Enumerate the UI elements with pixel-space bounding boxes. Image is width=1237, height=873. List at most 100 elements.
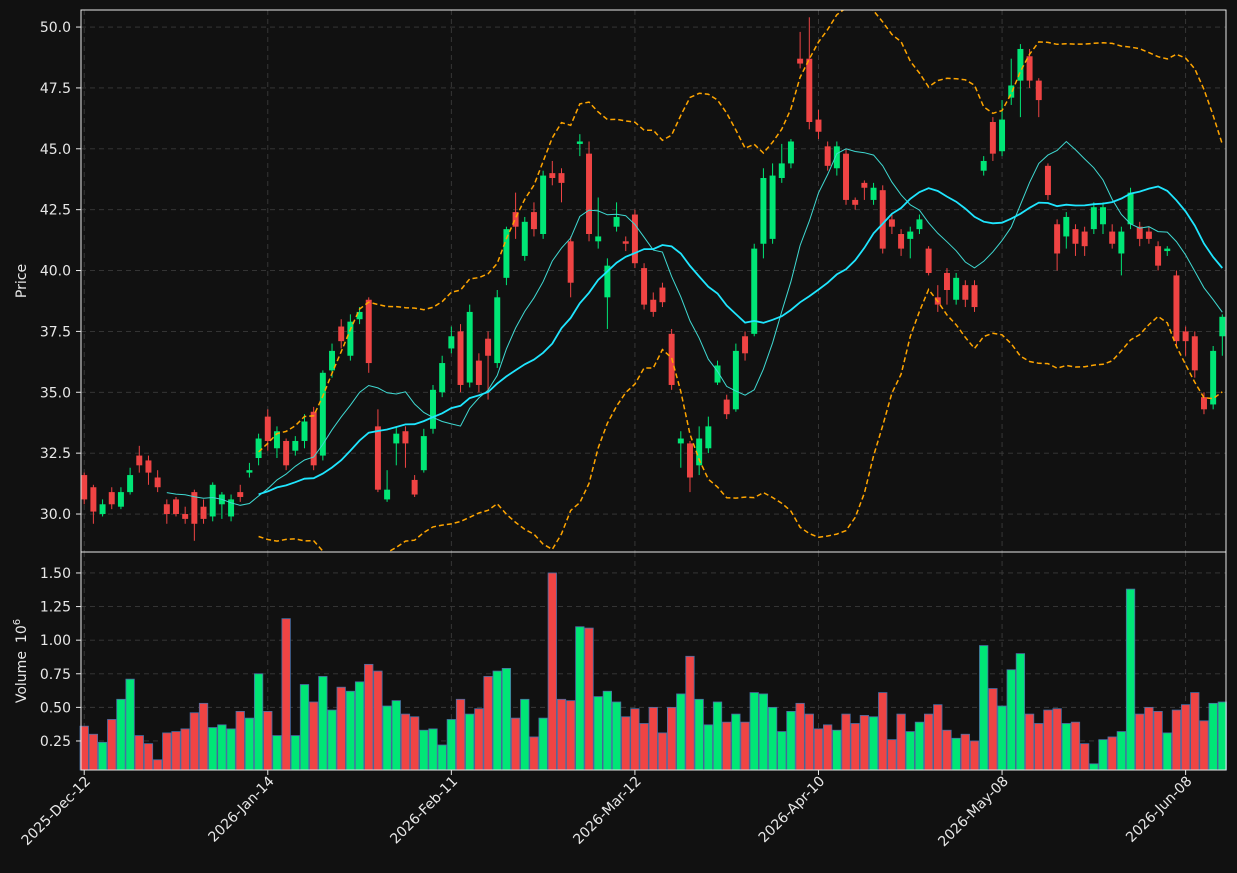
volume-bar [740,721,750,771]
volume-bar [1034,723,1044,771]
volume-bar [125,678,135,771]
candle-body [200,506,207,519]
candle-body [558,173,565,183]
volume-bar [290,735,300,771]
volume-bar [611,701,622,771]
volume-tick-label: 1.25 [40,600,71,616]
volume-bar [162,732,172,771]
candle-body [943,272,950,291]
volume-bar [657,732,668,771]
volume-bar [1080,743,1090,771]
price-axis-label: Price [14,264,30,298]
volume-bar [198,702,209,771]
volume-bar [685,655,695,771]
candle-body [457,331,464,385]
volume-bar [823,724,833,771]
candle-body [815,119,822,132]
volume-bar [694,698,704,771]
y-tick-label: 30.0 [40,507,71,523]
volume-bar [281,618,291,771]
volume-bar [180,728,190,771]
candle-body [989,122,996,154]
x-tick-label: 2026-Mar-12 [570,774,644,848]
x-tick-label: 2026-Jun-08 [1123,774,1195,846]
candle-body [439,363,446,393]
candle-body [228,499,235,517]
candle-body [163,504,170,515]
volume-bar [419,729,429,771]
volume-bar [501,667,512,771]
volume-bar [575,626,585,771]
candle-body [338,326,345,342]
candle-body [787,141,794,164]
candle-body [898,234,905,249]
volume-bar [923,713,934,771]
volume-bar [327,709,337,771]
volume-panel-frame [80,551,1227,771]
candle-body [182,514,189,519]
volume-bar [400,713,411,771]
candle-body [613,216,620,227]
candle-body [916,219,923,230]
volume-bar [410,716,420,771]
candle-body [264,416,271,441]
volume-bar [253,673,264,771]
candle-body [806,58,813,123]
volume-bar [1190,692,1200,771]
volume-bar [1153,711,1163,771]
volume-bar [786,711,796,771]
volume-bar [1006,669,1016,771]
candle-body [117,492,124,507]
volume-bar [758,693,769,771]
volume-bar [878,692,888,771]
volume-bar [226,728,236,771]
y-tick-label: 42.5 [40,203,71,219]
volume-bar [1070,721,1081,771]
x-tick-label: 2026-May-08 [935,774,1012,851]
candle-body [622,241,629,244]
candle-body [1118,231,1125,254]
volume-bar [446,719,456,771]
candle-body [980,160,987,171]
candle-body [136,455,143,466]
volume-bar [272,735,282,771]
volume-bar [914,721,925,771]
moving-average [258,185,1223,496]
volume-bar [529,736,539,771]
volume-bar [566,700,576,771]
volume-bar [584,627,594,771]
candle-body [209,484,216,517]
candle-body [365,299,372,364]
candle-body [732,350,739,410]
candle-body [1090,207,1097,230]
volume-bar [107,719,117,771]
volume-bar [731,713,741,771]
volume-bar [1061,723,1071,771]
candle-body [1100,207,1106,225]
volume-bar [1144,706,1154,771]
candle-body [1200,397,1207,410]
candle-body [870,187,877,200]
candle-body [1182,331,1189,342]
volume-bar [832,729,842,771]
volume-bar [749,692,759,771]
x-tick-label: 2026-Jan-14 [206,773,278,845]
candle-body [641,268,648,305]
candle-body [659,287,666,303]
volume-bar [621,716,631,771]
candle-body [696,438,703,466]
y-tick-label: 37.5 [40,324,71,340]
volume-bar [373,670,383,771]
y-tick-label: 32.5 [40,446,71,462]
volume-bar [364,663,374,771]
candle-body [154,477,161,488]
candle-body [1008,85,1015,98]
candle-body [604,265,611,298]
candle-body [1136,226,1143,239]
candle-body [962,285,969,300]
candle-body [540,175,547,235]
y-tick-label: 45.0 [40,142,71,158]
volume-bar [951,737,961,771]
volume-bar [391,700,401,771]
